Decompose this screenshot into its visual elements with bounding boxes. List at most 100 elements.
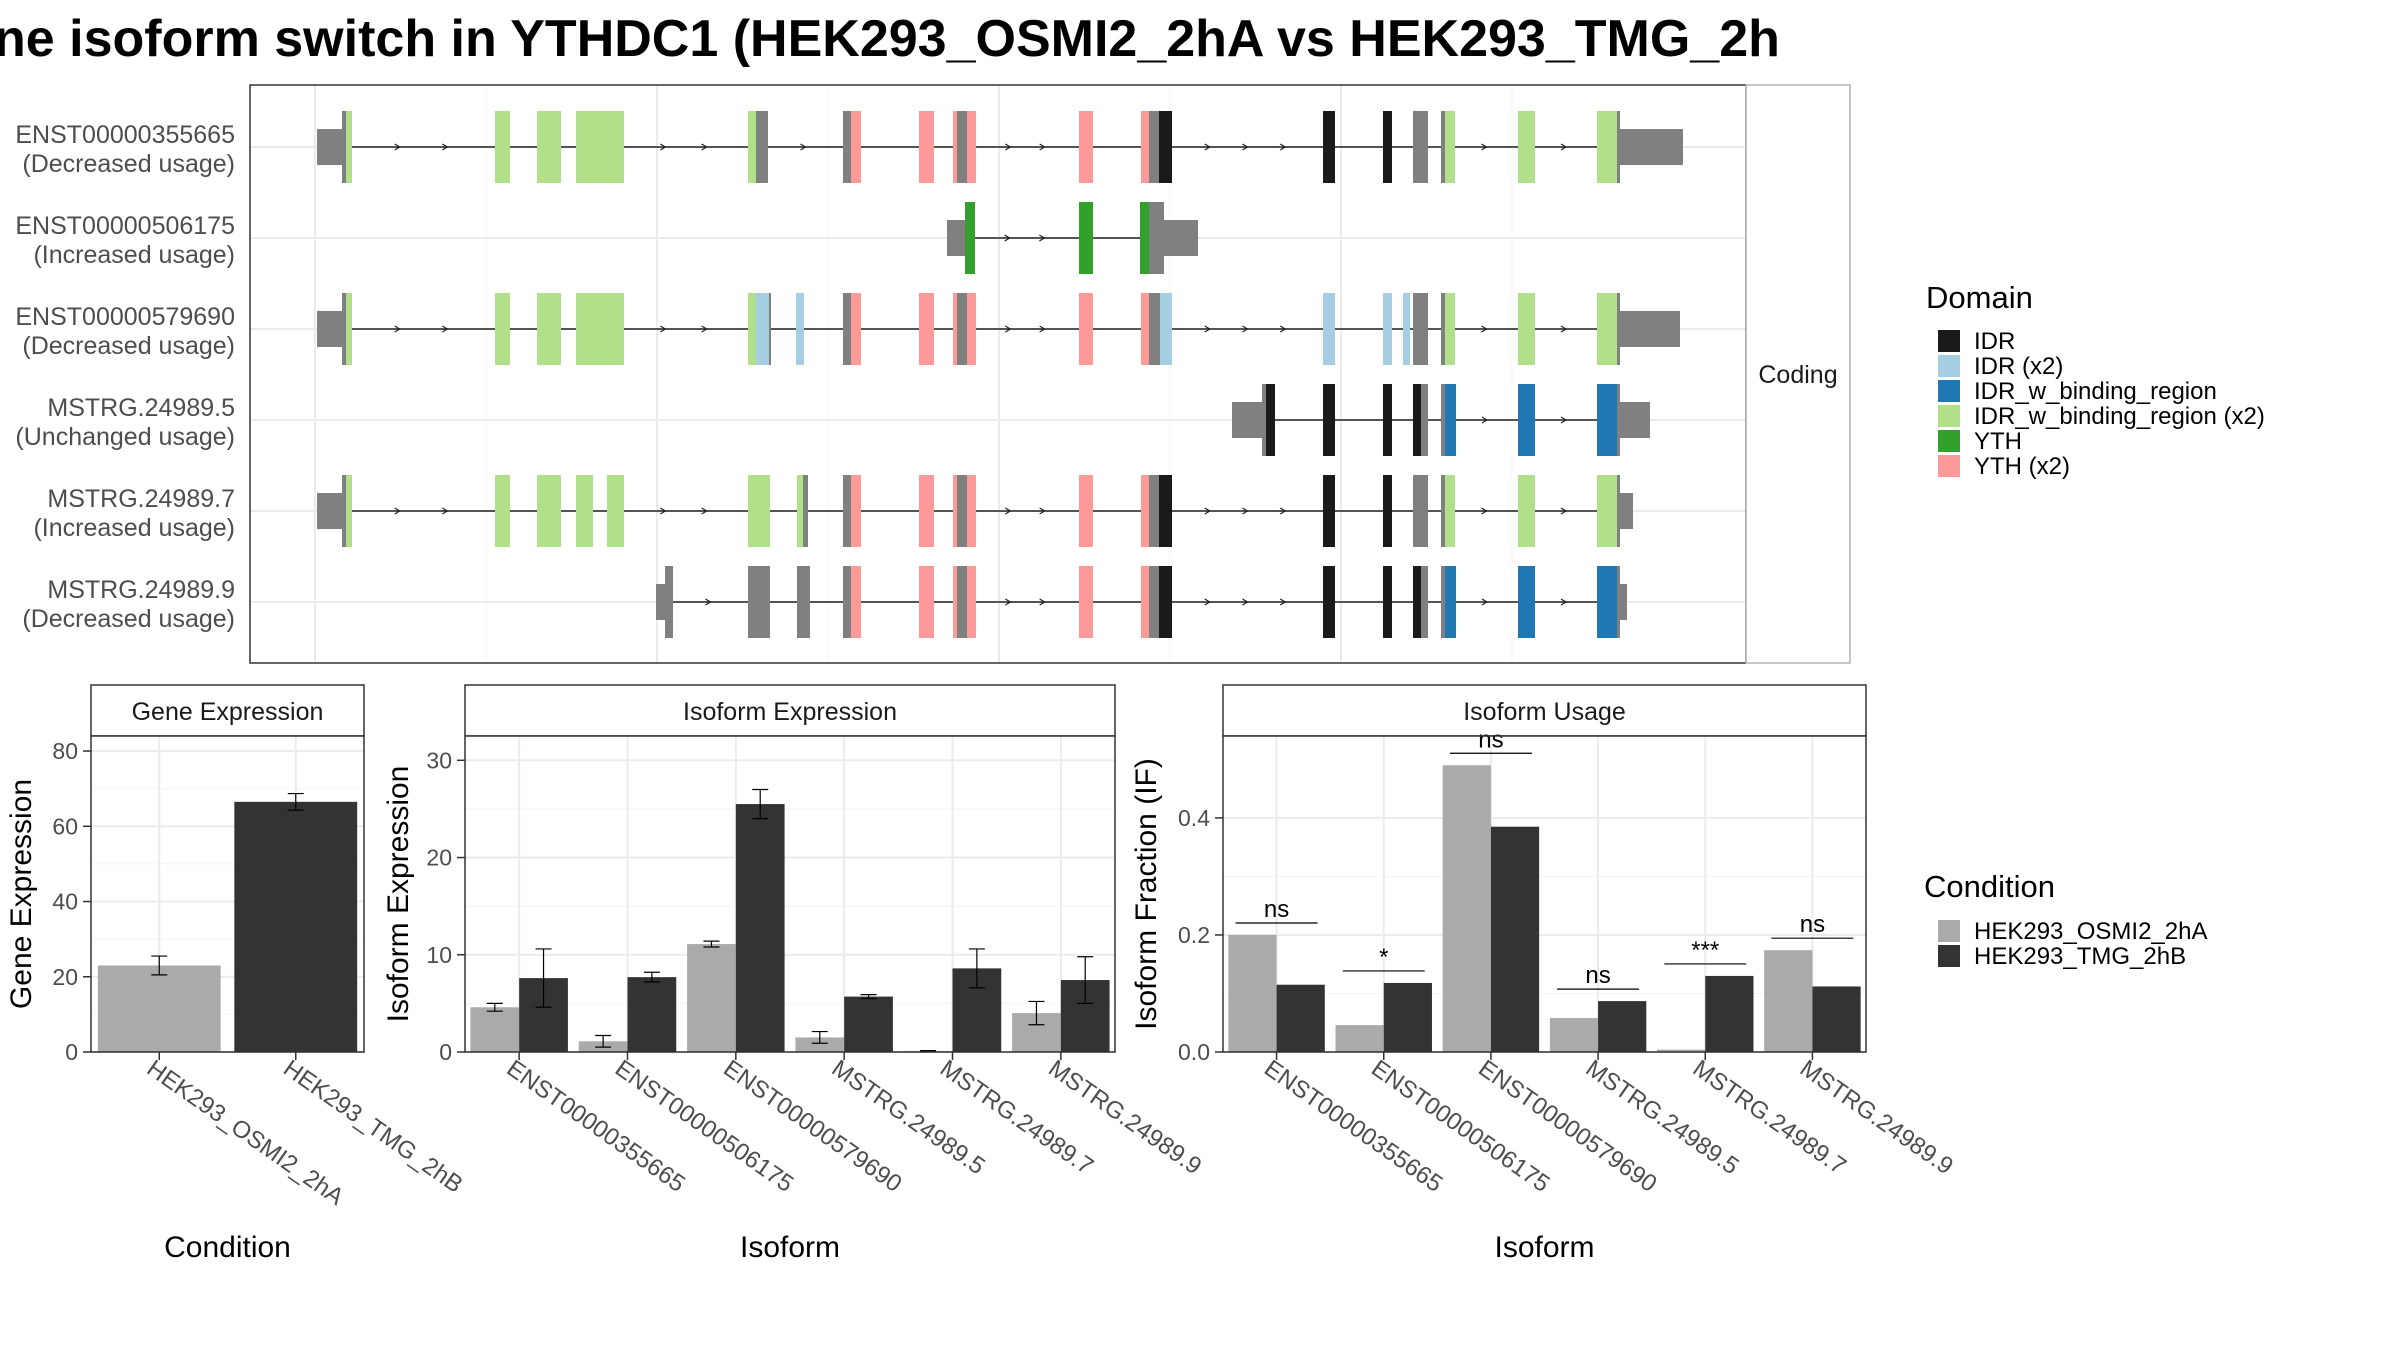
bar — [844, 996, 893, 1052]
plot-border — [1222, 735, 1867, 1053]
exon-domain — [1445, 111, 1455, 183]
exon-domain — [953, 566, 957, 638]
intron-arrow — [1242, 325, 1249, 333]
exon-noncoding — [342, 293, 346, 365]
exon-noncoding — [1262, 384, 1266, 456]
exon-domain — [1159, 475, 1172, 547]
transcript-id-label: ENST00000579690 — [15, 303, 235, 331]
exon-noncoding — [1232, 402, 1262, 438]
exon-domain — [796, 293, 804, 365]
exon-domain — [576, 111, 624, 183]
exon-domain — [1597, 293, 1617, 365]
bar — [687, 944, 736, 1052]
plot-border — [464, 735, 1116, 1053]
transcript-id-label: MSTRG.24989.7 — [47, 485, 235, 513]
y-axis-title: Gene Expression — [5, 779, 38, 1009]
intron-arrow — [701, 143, 708, 151]
exon-noncoding — [957, 293, 967, 365]
domain-legend-label: IDR (x2) — [1974, 353, 2063, 380]
exon-noncoding — [843, 475, 851, 547]
exon-noncoding — [769, 293, 771, 365]
exon-noncoding — [1617, 111, 1620, 183]
intron-arrow — [1039, 507, 1046, 515]
exon-noncoding — [947, 220, 965, 256]
exon-domain — [495, 111, 510, 183]
exon-noncoding — [1620, 402, 1650, 438]
exon-noncoding — [1617, 475, 1620, 547]
exon-noncoding — [1620, 311, 1680, 347]
intron-arrow — [394, 325, 401, 333]
domain-legend-label: IDR_w_binding_region (x2) — [1974, 403, 2265, 430]
intron-arrow — [701, 507, 708, 515]
x-tick-label: ENST00000355665 — [502, 1055, 690, 1198]
plot-border — [90, 735, 365, 1053]
transcript-usage-label: (Decreased usage) — [22, 332, 235, 360]
exon-domain — [953, 111, 957, 183]
bar — [1228, 934, 1277, 1052]
intron-arrow — [1560, 598, 1568, 606]
domain-legend-label: IDR_w_binding_region — [1974, 378, 2217, 405]
exon-noncoding — [1164, 220, 1178, 256]
exon-domain — [1518, 111, 1535, 183]
chart-title: Isoform Usage — [1463, 698, 1626, 726]
intron-arrow — [1279, 507, 1287, 515]
exon-noncoding — [1413, 293, 1428, 365]
exon-domain — [1383, 293, 1392, 365]
intron-arrow — [1481, 507, 1488, 515]
exon-noncoding — [342, 111, 346, 183]
intron-arrow — [1481, 143, 1488, 151]
exon-noncoding — [1149, 111, 1159, 183]
bar — [1442, 765, 1491, 1052]
transcript-usage-label: (Increased usage) — [33, 241, 235, 269]
intron-arrow — [1204, 507, 1211, 515]
exon-noncoding — [1149, 566, 1159, 638]
exon-domain — [1323, 384, 1335, 456]
y-tick-label: 20 — [426, 845, 452, 871]
intron-arrow — [660, 143, 667, 151]
exon-domain — [1079, 566, 1093, 638]
domain-legend-swatch — [1938, 330, 1960, 352]
significance-label: *** — [1691, 937, 1719, 964]
exon-domain — [1140, 202, 1149, 274]
condition-legend-label: HEK293_OSMI2_2hA — [1974, 918, 2207, 945]
exon-domain — [1445, 384, 1456, 456]
isoform-expression-chart: Isoform Expression 0 10 20 30 ENST00000355665… — [382, 684, 1206, 1264]
exon-domain — [919, 293, 934, 365]
x-tick-label: ENST00000506175 — [1366, 1055, 1554, 1198]
exon-domain — [1160, 293, 1172, 365]
exon-domain — [1518, 475, 1535, 547]
exon-domain — [346, 293, 352, 365]
exon-noncoding — [797, 566, 810, 638]
transcript-structure-panel — [249, 84, 1747, 664]
bar — [470, 1007, 520, 1052]
exon-noncoding — [1149, 293, 1160, 365]
exon-domain — [607, 475, 624, 547]
exon-noncoding — [957, 475, 967, 547]
exon-noncoding — [756, 111, 768, 183]
exon-domain — [1079, 475, 1093, 547]
intron-arrow — [394, 507, 401, 515]
exon-noncoding — [1413, 111, 1428, 183]
bar — [1705, 975, 1754, 1052]
y-tick-label: 0.4 — [1178, 805, 1210, 831]
y-tick-label: 60 — [52, 813, 78, 839]
intron-arrow — [1279, 143, 1287, 151]
exon-domain — [1383, 566, 1392, 638]
significance-label: ns — [1800, 911, 1825, 938]
transcript-usage-label: (Unchanged usage) — [15, 423, 235, 451]
exon-noncoding — [957, 111, 967, 183]
exon-domain — [1159, 566, 1172, 638]
intron-arrow — [1560, 416, 1568, 424]
transcript-id-label: ENST00000506175 — [15, 212, 235, 240]
exon-domain — [1518, 384, 1535, 456]
intron-arrow — [705, 598, 712, 606]
exon-domain — [1413, 384, 1421, 456]
intron-arrow — [1039, 598, 1046, 606]
intron-arrow — [1242, 507, 1249, 515]
intron-arrow — [1039, 143, 1046, 151]
exon-noncoding — [342, 475, 346, 547]
exon-noncoding — [1617, 293, 1620, 365]
bar — [1383, 982, 1432, 1052]
exon-domain — [495, 293, 510, 365]
